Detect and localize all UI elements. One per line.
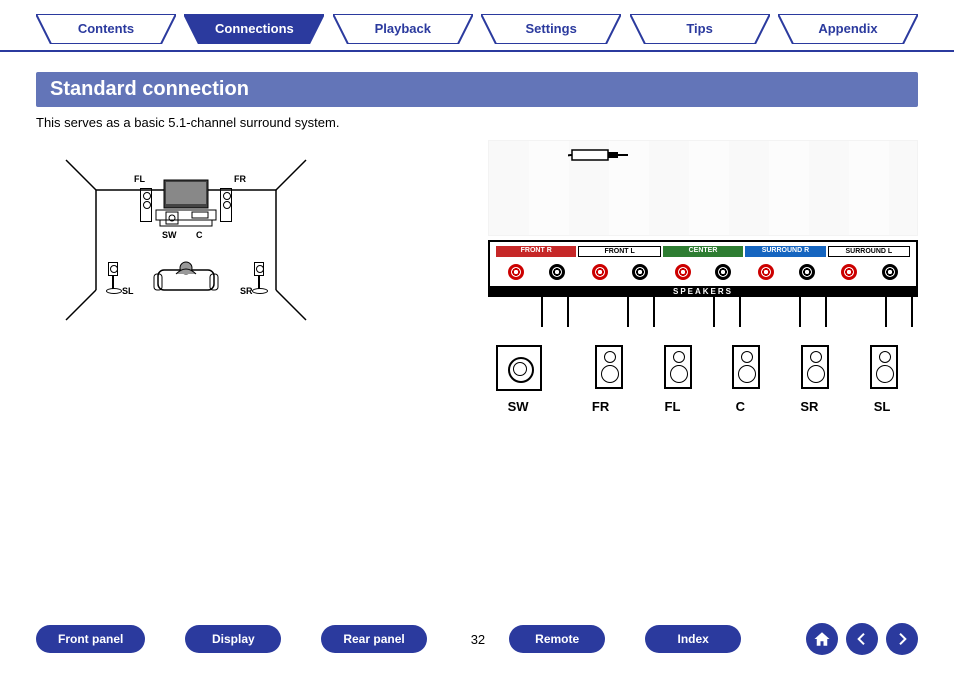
diagram-row: FL FR SW C SL SR FRONT R FRONT L CENTER …	[0, 140, 954, 414]
prev-page-icon[interactable]	[846, 623, 878, 655]
subwoofer-cable-icon	[568, 148, 718, 238]
binding-post-black-icon	[799, 264, 815, 280]
binding-post-black-icon	[549, 264, 565, 280]
nav-front-panel-button[interactable]: Front panel	[36, 625, 145, 653]
speaker-fr-icon	[220, 188, 232, 222]
speaker-sl-icon	[108, 262, 118, 276]
room-label-c: C	[196, 230, 203, 240]
nav-remote-button[interactable]: Remote	[509, 625, 605, 653]
stand-icon	[258, 276, 260, 292]
tab-label: Playback	[375, 21, 431, 36]
binding-post-black-icon	[715, 264, 731, 280]
room-label-sw: SW	[162, 230, 177, 240]
speaker-label: C	[736, 399, 745, 414]
speaker-icon	[870, 345, 898, 389]
body-text: This serves as a basic 5.1-channel surro…	[36, 115, 918, 130]
nav-index-button[interactable]: Index	[645, 625, 741, 653]
speaker-icon	[664, 345, 692, 389]
binding-post-red-icon	[758, 264, 774, 280]
tab-appendix[interactable]: Appendix	[778, 14, 918, 44]
tab-label: Connections	[215, 21, 294, 36]
speaker-label: SL	[874, 399, 891, 414]
room-label-sl: SL	[122, 286, 134, 296]
speaker-icon	[732, 345, 760, 389]
home-icon[interactable]	[806, 623, 838, 655]
speaker-label: FR	[592, 399, 609, 414]
binding-post-red-icon	[675, 264, 691, 280]
speaker-sr-icon	[254, 262, 264, 276]
tab-tips[interactable]: Tips	[630, 14, 770, 44]
top-tab-bar: Contents Connections Playback Settings T…	[0, 0, 954, 52]
page-number: 32	[471, 632, 485, 647]
room-label-fr: FR	[234, 174, 246, 184]
next-page-icon[interactable]	[886, 623, 918, 655]
tab-label: Contents	[78, 21, 134, 36]
bottom-nav: Front panel Display Rear panel 32 Remote…	[0, 623, 954, 655]
nav-rear-panel-button[interactable]: Rear panel	[321, 625, 426, 653]
section-title: Standard connection	[36, 72, 918, 107]
speaker-wires-icon	[488, 297, 918, 327]
speakers-strip-label: SPEAKERS	[490, 286, 916, 297]
subwoofer-icon	[496, 345, 542, 391]
tab-label: Tips	[686, 21, 713, 36]
room-label-sr: SR	[240, 286, 253, 296]
tab-connections[interactable]: Connections	[184, 14, 324, 44]
terminal-header: CENTER	[663, 246, 743, 257]
terminal-header: FRONT L	[578, 246, 660, 257]
terminal-header: FRONT R	[496, 246, 576, 257]
rear-panel-diagram: FRONT R FRONT L CENTER SURROUND R SURROU…	[488, 140, 918, 414]
room-label-fl: FL	[134, 174, 145, 184]
binding-post-red-icon	[508, 264, 524, 280]
binding-post-red-icon	[592, 264, 608, 280]
speaker-icon	[595, 345, 623, 389]
tab-playback[interactable]: Playback	[333, 14, 473, 44]
room-layout-diagram: FL FR SW C SL SR	[36, 140, 336, 340]
nav-display-button[interactable]: Display	[185, 625, 281, 653]
speaker-terminal-strip: FRONT R FRONT L CENTER SURROUND R SURROU…	[488, 240, 918, 297]
speaker-label: SR	[800, 399, 818, 414]
speaker-label: FL	[665, 399, 681, 414]
speaker-icons-row	[488, 345, 918, 391]
binding-post-black-icon	[882, 264, 898, 280]
speaker-fl-icon	[140, 188, 152, 222]
terminal-header: SURROUND L	[828, 246, 910, 257]
tab-label: Settings	[526, 21, 577, 36]
tab-label: Appendix	[818, 21, 877, 36]
tab-settings[interactable]: Settings	[481, 14, 621, 44]
speaker-labels-row: SW FR FL C SR SL	[488, 399, 918, 414]
binding-post-red-icon	[841, 264, 857, 280]
tab-contents[interactable]: Contents	[36, 14, 176, 44]
speaker-icon	[801, 345, 829, 389]
stand-icon	[112, 276, 114, 292]
terminal-header: SURROUND R	[745, 246, 825, 257]
binding-post-black-icon	[632, 264, 648, 280]
speaker-label: SW	[508, 399, 529, 414]
